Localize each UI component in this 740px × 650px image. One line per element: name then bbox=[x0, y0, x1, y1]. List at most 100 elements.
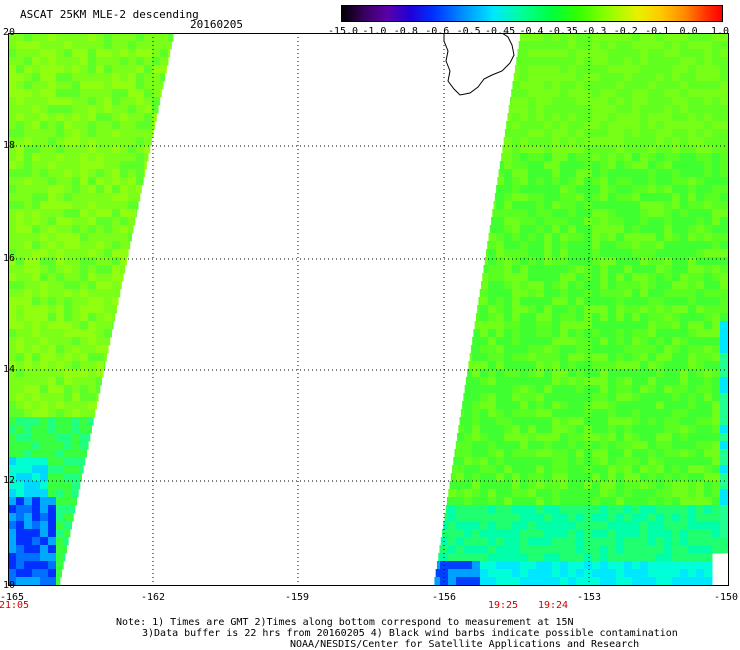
wind-cell bbox=[568, 81, 577, 90]
wind-cell bbox=[64, 289, 73, 298]
wind-cell bbox=[488, 297, 497, 306]
wind-cell bbox=[128, 201, 137, 210]
wind-cell bbox=[576, 473, 585, 482]
wind-cell bbox=[443, 521, 452, 530]
wind-cell bbox=[72, 193, 81, 202]
wind-cell bbox=[568, 353, 577, 362]
wind-cell bbox=[552, 49, 561, 58]
wind-cell bbox=[680, 233, 689, 242]
wind-cell bbox=[680, 409, 689, 418]
wind-cell bbox=[8, 313, 17, 322]
wind-cell bbox=[56, 177, 65, 186]
wind-cell bbox=[56, 145, 65, 154]
wind-cell bbox=[544, 177, 553, 186]
wind-cell bbox=[584, 137, 593, 146]
wind-cell bbox=[456, 513, 465, 522]
wind-cell bbox=[528, 145, 537, 154]
wind-cell bbox=[128, 129, 137, 138]
wind-cell bbox=[32, 473, 41, 482]
wind-cell bbox=[560, 489, 569, 498]
wind-cell bbox=[632, 217, 641, 226]
wind-cell bbox=[520, 545, 529, 554]
wind-cell bbox=[104, 161, 113, 170]
wind-cell bbox=[472, 577, 481, 586]
wind-cell bbox=[72, 209, 81, 218]
wind-cell bbox=[512, 569, 521, 578]
wind-cell bbox=[80, 121, 89, 130]
wind-cell bbox=[80, 369, 89, 378]
wind-cell bbox=[496, 361, 505, 370]
wind-cell bbox=[616, 321, 625, 330]
wind-cell bbox=[616, 169, 625, 178]
wind-cell bbox=[104, 225, 113, 234]
wind-cell bbox=[528, 409, 537, 418]
wind-cell bbox=[584, 521, 593, 530]
wind-cell bbox=[72, 217, 81, 226]
wind-cell bbox=[24, 433, 33, 442]
wind-cell bbox=[528, 105, 537, 114]
wind-cell bbox=[640, 225, 649, 234]
wind-cell bbox=[56, 481, 65, 490]
wind-cell bbox=[720, 529, 729, 538]
wind-cell bbox=[96, 241, 105, 250]
wind-cell bbox=[552, 265, 561, 274]
wind-cell bbox=[704, 89, 713, 98]
wind-cell bbox=[648, 257, 657, 266]
wind-cell bbox=[608, 105, 617, 114]
wind-cell bbox=[536, 201, 545, 210]
wind-cell bbox=[72, 393, 81, 402]
wind-cell bbox=[456, 449, 465, 458]
wind-cell bbox=[584, 537, 593, 546]
wind-cell bbox=[506, 121, 515, 130]
wind-cell bbox=[640, 113, 649, 122]
wind-cell bbox=[88, 289, 97, 298]
wind-cell bbox=[16, 97, 25, 106]
wind-cell bbox=[576, 529, 585, 538]
wind-cell bbox=[672, 297, 681, 306]
wind-cell bbox=[584, 409, 593, 418]
wind-cell bbox=[528, 505, 537, 514]
wind-cell bbox=[536, 65, 545, 74]
wind-cell bbox=[640, 169, 649, 178]
wind-cell bbox=[704, 185, 713, 194]
wind-cell bbox=[544, 209, 553, 218]
wind-cell bbox=[664, 289, 673, 298]
wind-cell bbox=[528, 305, 537, 314]
wind-cell bbox=[496, 193, 505, 202]
wind-cell bbox=[656, 417, 665, 426]
wind-cell bbox=[472, 409, 481, 418]
wind-cell bbox=[720, 417, 729, 426]
wind-cell bbox=[56, 465, 65, 474]
wind-cell bbox=[24, 361, 33, 370]
wind-cell bbox=[624, 329, 633, 338]
wind-cell bbox=[704, 161, 713, 170]
wind-cell bbox=[488, 241, 497, 250]
wind-cell bbox=[720, 361, 729, 370]
wind-cell bbox=[680, 473, 689, 482]
wind-cell bbox=[472, 505, 481, 514]
wind-cell bbox=[640, 473, 649, 482]
wind-cell bbox=[704, 553, 713, 562]
wind-cell bbox=[640, 425, 649, 434]
wind-cell bbox=[56, 353, 65, 362]
wind-cell bbox=[504, 137, 513, 146]
wind-cell bbox=[32, 241, 41, 250]
wind-cell bbox=[72, 377, 81, 386]
wind-cell bbox=[491, 217, 500, 226]
wind-cell bbox=[24, 377, 33, 386]
wind-cell bbox=[488, 273, 497, 282]
wind-cell bbox=[648, 329, 657, 338]
wind-cell bbox=[680, 281, 689, 290]
wind-cell bbox=[72, 73, 81, 82]
wind-cell bbox=[624, 201, 633, 210]
wind-cell bbox=[680, 433, 689, 442]
wind-cell bbox=[72, 161, 81, 170]
wind-cell bbox=[32, 233, 41, 242]
wind-cell bbox=[576, 457, 585, 466]
wind-cell bbox=[552, 177, 561, 186]
wind-cell bbox=[480, 441, 489, 450]
wind-cell bbox=[656, 497, 665, 506]
wind-cell bbox=[544, 465, 553, 474]
wind-cell bbox=[648, 73, 657, 82]
wind-cell bbox=[632, 273, 641, 282]
